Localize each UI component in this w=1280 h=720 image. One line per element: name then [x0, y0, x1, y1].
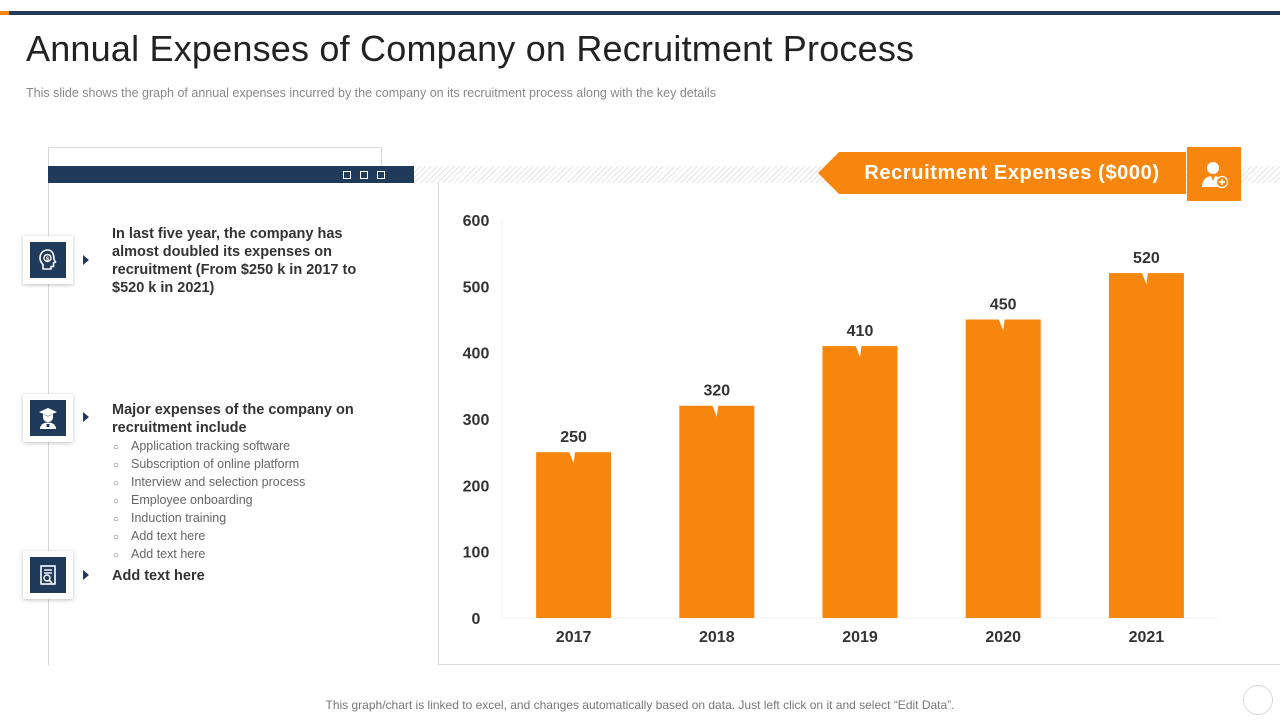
svg-text:$: $	[46, 256, 49, 262]
data-label: 320	[703, 383, 730, 400]
panel-top-corner	[381, 147, 382, 166]
bar	[822, 346, 898, 618]
point-3-icon-box	[23, 551, 73, 599]
chart-left-border	[438, 183, 439, 665]
panel-top-border	[48, 147, 381, 148]
y-tick-label: 0	[472, 611, 481, 628]
bullet-circle-icon: ○	[113, 532, 120, 543]
bullet-circle-icon: ○	[113, 460, 120, 471]
data-label-callout	[556, 424, 591, 464]
data-label: 450	[990, 297, 1017, 314]
header-top-bar	[9, 11, 1280, 15]
page-title: Annual Expenses of Company on Recruitmen…	[26, 28, 915, 69]
x-tick-label: 2019	[842, 629, 878, 646]
point-2-arrow-icon	[83, 412, 89, 422]
bar	[1108, 273, 1184, 618]
list-item: ○ Add text here	[113, 546, 305, 564]
corner-circle-icon	[1243, 685, 1273, 715]
footer-note: This graph/chart is linked to excel, and…	[325, 698, 955, 712]
x-tick-label: 2018	[699, 629, 735, 646]
point-2-text: Major expenses of the company on recruit…	[112, 402, 354, 436]
user-add-icon	[1202, 162, 1229, 189]
band-square-icon	[343, 171, 351, 179]
data-label-callout	[1129, 245, 1164, 285]
y-tick-label: 500	[463, 279, 490, 296]
band-square-icon	[360, 171, 368, 179]
chart-legend-banner: Recruitment Expenses ($000)	[818, 152, 1186, 194]
bullet-circle-icon: ○	[113, 496, 120, 507]
x-tick-label: 2020	[985, 629, 1021, 646]
header-accent-bar	[0, 11, 9, 15]
finance-head-icon: $	[39, 249, 57, 270]
x-tick-label: 2021	[1129, 629, 1165, 646]
y-tick-label: 300	[463, 412, 490, 429]
data-label: 520	[1133, 250, 1160, 267]
list-item: ○ Application tracking software	[113, 438, 305, 456]
legend-icon-box	[1187, 147, 1241, 201]
data-label-callout	[699, 377, 734, 417]
expense-bullet-list: ○ Application tracking software ○ Subscrip…	[113, 438, 305, 564]
list-item: ○ Employee onboarding	[113, 492, 305, 510]
bar	[536, 452, 612, 618]
chart-legend-label: Recruitment Expenses ($000)	[864, 161, 1160, 184]
list-item: ○ Subscription of online platform	[113, 456, 305, 474]
point-1-arrow-icon	[83, 255, 89, 265]
list-item: ○ Induction training	[113, 510, 305, 528]
point-1-icon-box: $	[23, 236, 73, 284]
bar	[679, 405, 755, 618]
data-label: 250	[560, 429, 587, 446]
panel-header-band	[48, 166, 414, 183]
point-1-text: In last five year, the company has almos…	[112, 226, 357, 296]
bar	[965, 319, 1041, 618]
y-tick-label: 100	[463, 545, 490, 562]
page-subtitle: This slide shows the graph of annual exp…	[26, 86, 716, 100]
bullet-circle-icon: ○	[113, 514, 120, 525]
y-tick-label: 400	[463, 346, 490, 363]
document-icon	[40, 565, 56, 585]
data-label-callout	[843, 318, 877, 358]
point-2-icon-box	[23, 394, 73, 442]
y-tick-label: 200	[463, 478, 490, 495]
chart-bottom-border	[438, 664, 1280, 665]
list-item: ○ Add text here	[113, 528, 305, 546]
band-square-icon	[377, 171, 385, 179]
list-item: ○ Interview and selection process	[113, 474, 305, 492]
bullet-circle-icon: ○	[113, 550, 120, 561]
point-3-arrow-icon	[83, 570, 89, 580]
point-3-text: Add text here	[112, 568, 205, 584]
bullet-circle-icon: ○	[113, 442, 120, 453]
data-label-callout	[986, 291, 1021, 331]
graduate-icon	[39, 408, 57, 429]
data-label: 410	[847, 323, 874, 340]
y-tick-label: 600	[463, 213, 490, 230]
bullet-circle-icon: ○	[113, 478, 120, 489]
x-tick-label: 2017	[556, 629, 592, 646]
